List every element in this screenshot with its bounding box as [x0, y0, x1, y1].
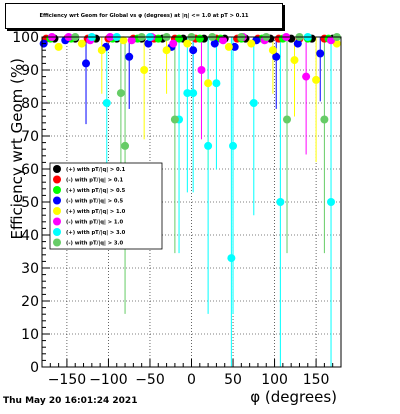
legend-entry-label: (-) with pT/|q| > 1.0 — [66, 220, 123, 226]
data-point — [293, 39, 302, 48]
y-tick-label: 100 — [12, 30, 39, 46]
data-point — [283, 115, 292, 124]
chart-title-box: Efficiency wrt Geom for Global vs φ (deg… — [5, 3, 283, 29]
x-axis-ticks: −150 −100 −50 0 50 100 150 — [41, 359, 342, 388]
x-tick-label: 100 — [261, 372, 288, 388]
legend-entry-label: (+) with pT/|q| > 3.0 — [66, 230, 126, 236]
data-point — [247, 39, 256, 48]
data-point — [204, 79, 213, 88]
y-tick-label: 70 — [21, 129, 39, 145]
legend-entry-label: (-) with pT/|q| > 0.1 — [66, 178, 123, 184]
data-point — [210, 39, 219, 48]
data-point — [229, 141, 238, 150]
x-tick-label: −50 — [135, 372, 165, 388]
legend-entry-label: (-) with pT/|q| > 3.0 — [66, 241, 123, 247]
data-point — [272, 52, 281, 61]
data-point — [127, 36, 136, 45]
y-tick-label: 50 — [21, 195, 39, 211]
legend-marker — [53, 196, 61, 205]
data-point — [140, 66, 149, 74]
legend-marker — [53, 238, 61, 247]
data-point — [183, 89, 192, 98]
y-tick-label: 0 — [30, 360, 39, 376]
data-point — [249, 99, 258, 107]
y-tick-label: 90 — [21, 63, 39, 79]
data-point — [189, 89, 198, 98]
legend-marker — [53, 165, 61, 173]
data-point — [54, 42, 63, 51]
data-point — [97, 46, 106, 55]
data-point — [116, 89, 125, 98]
data-point — [320, 115, 329, 124]
y-tick-label: 40 — [21, 228, 39, 244]
y-axis-label: Efficiency wrt Geom (%) — [8, 58, 26, 239]
data-point — [144, 39, 153, 48]
data-point — [102, 99, 111, 107]
legend-entry-label: (-) with pT/|q| > 0.5 — [66, 199, 123, 205]
legend-entry-label: (+) with pT/|q| > 0.5 — [66, 188, 126, 194]
data-point — [276, 198, 285, 206]
y-tick-label: 30 — [21, 261, 39, 277]
x-tick-label: −150 — [48, 372, 86, 388]
legend-marker — [53, 228, 61, 236]
data-point — [316, 49, 325, 58]
x-tick-label: 0 — [187, 372, 196, 388]
data-point — [290, 56, 299, 65]
data-point — [162, 46, 171, 55]
timestamp: Thu May 20 16:01:24 2021 — [3, 396, 138, 406]
data-point — [227, 254, 236, 263]
y-tick-label: 10 — [21, 327, 39, 343]
legend-marker — [53, 186, 61, 194]
data-point — [119, 36, 128, 45]
data-point — [77, 39, 86, 48]
data-point — [204, 141, 213, 150]
y-axis-ticks: 0 10 20 30 40 50 60 70 80 90 100 — [12, 30, 50, 376]
data-point — [154, 34, 163, 43]
legend-marker — [53, 217, 61, 226]
x-tick-label: 150 — [303, 372, 330, 388]
data-points — [39, 33, 341, 263]
data-point — [224, 42, 233, 51]
x-tick-label: 50 — [224, 372, 242, 388]
data-point — [183, 39, 192, 48]
data-point — [302, 72, 311, 81]
data-point — [195, 34, 204, 43]
chart-title: Efficiency wrt Geom for Global vs φ (deg… — [39, 13, 249, 19]
y-tick-label: 60 — [21, 162, 39, 178]
y-tick-label: 20 — [21, 294, 39, 310]
legend-entry-label: (+) with pT/|q| > 0.1 — [66, 167, 126, 173]
legend-marker — [53, 175, 61, 184]
x-tick-label: −100 — [89, 372, 127, 388]
data-point — [169, 39, 178, 48]
data-point — [332, 39, 341, 48]
data-point — [121, 141, 130, 150]
data-point — [327, 36, 336, 45]
data-point — [170, 115, 179, 124]
data-point — [189, 46, 198, 55]
data-point — [125, 52, 134, 61]
legend: (+) with pT/|q| > 0.1 (-) with pT/|q| > 0… — [49, 162, 163, 250]
data-point — [82, 59, 91, 68]
data-point — [212, 79, 221, 88]
y-tick-label: 80 — [21, 96, 39, 112]
x-axis-label: φ (degrees) — [250, 388, 337, 406]
data-point — [219, 36, 228, 45]
legend-box — [49, 162, 163, 250]
data-point — [327, 198, 336, 206]
legend-entry-label: (+) with pT/|q| > 1.0 — [66, 209, 126, 215]
data-point — [268, 46, 277, 55]
data-point — [230, 42, 239, 51]
legend-marker — [53, 207, 61, 215]
data-point — [197, 66, 206, 74]
data-point — [312, 75, 321, 84]
